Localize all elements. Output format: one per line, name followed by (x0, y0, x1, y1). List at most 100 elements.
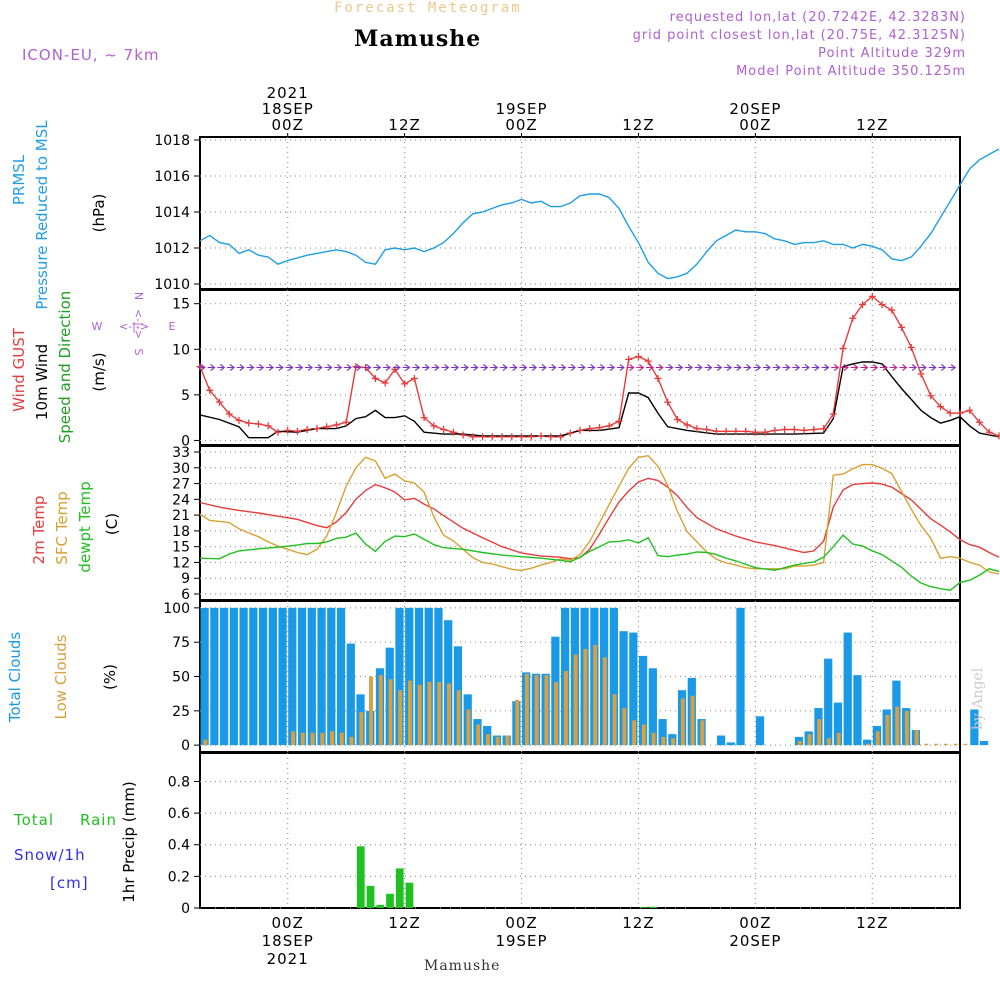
wind-direction-arrow (577, 364, 586, 371)
wind-direction-arrow (285, 364, 294, 371)
wind-direction-arrow (909, 364, 918, 371)
wind-direction-arrow (363, 364, 372, 371)
time-label-bottom: 19SEP (495, 932, 547, 950)
total-cloud-bar (346, 643, 355, 746)
time-label-bottom: 20SEP (729, 932, 781, 950)
gust-marker (995, 432, 1000, 440)
low-cloud-bar (291, 731, 296, 746)
gust-marker (625, 355, 633, 363)
time-label-bottom: 18SEP (262, 932, 314, 950)
gust-marker (225, 410, 233, 418)
low-cloud-bar (476, 724, 481, 746)
total-cloud-bar (414, 607, 424, 746)
total-cloud-bar (444, 620, 453, 746)
total-cloud-bar (863, 739, 872, 746)
supertitle: Forecast Meteogram (334, 0, 522, 16)
wind-direction-arrow (509, 364, 518, 371)
wind-direction-arrow (879, 364, 888, 371)
low-cloud-bar (417, 684, 422, 746)
wind-direction-arrow (529, 364, 538, 371)
compass-ns-axis: <-|-> (132, 309, 145, 339)
low-cloud-bar (485, 734, 490, 746)
gust-marker (196, 363, 204, 371)
low-cloud-bar (963, 743, 968, 746)
precip-ytick-label: 0.2 (168, 869, 190, 885)
gust-marker (849, 314, 857, 322)
temperature-ytick-label: 24 (172, 492, 190, 508)
gust-marker (703, 426, 711, 433)
total-cloud-bar (239, 607, 248, 746)
low-cloud-bar (602, 657, 607, 746)
pressure-unit: (hPa) (90, 194, 108, 233)
gust-marker (664, 398, 672, 406)
low-cloud-bar (817, 719, 822, 746)
pressure-ytick-label: 1014 (154, 205, 190, 221)
rain-bar (386, 893, 394, 908)
gridpoint-location: grid point closest lon,lat (20.75E, 42.3… (632, 28, 966, 43)
wind-direction-arrow (344, 364, 352, 371)
gust-marker (985, 428, 993, 436)
low-cloud-bar (661, 736, 666, 746)
total-cloud-bar (219, 607, 229, 746)
wind-direction-arrow (792, 364, 801, 371)
wind-direction-arrow (470, 364, 479, 371)
model-altitude: Model Point Altitude 350.125m (736, 64, 966, 79)
wind-direction-arrow (694, 364, 703, 371)
low-cloud-bar (427, 681, 432, 746)
gust-marker (810, 426, 818, 433)
total-cloud-bar (317, 607, 326, 746)
gust-marker (751, 428, 759, 436)
total-cloud-bar (268, 607, 277, 746)
low-cloud-bar (563, 671, 568, 746)
pressure-panel: 1010 1012 1014 1016 1018 (154, 133, 961, 293)
pressure-ytick-label: 1010 (154, 277, 190, 293)
low-cloud-bar (622, 708, 627, 746)
total-cloud-bar (278, 607, 287, 746)
wind-label: 10m Wind (33, 344, 51, 420)
wind-direction-arrow (373, 364, 382, 371)
gust-marker (790, 426, 798, 433)
clouds-ytick-label: 25 (172, 704, 190, 720)
low-cloud-bar (466, 709, 471, 746)
wind-direction-arrow (275, 364, 284, 371)
wind-direction-arrow (421, 364, 430, 371)
temperature-ytick-label: 27 (172, 477, 190, 493)
low-cloud-bar (300, 732, 305, 746)
total-cloud-bar (619, 631, 628, 746)
pressure-ytick-label: 1018 (154, 133, 190, 149)
low-cloud-bar (310, 732, 315, 746)
temperature-series-temp (199, 477, 1000, 560)
wind-direction-arrow (451, 364, 460, 371)
total-cloud-bar (297, 607, 307, 746)
time-label-top: 19SEP (495, 100, 547, 118)
gust-marker (440, 426, 448, 433)
low-cloud-bar (515, 699, 520, 746)
wind-direction-arrow (217, 364, 226, 371)
total-cloud-bar (716, 735, 726, 746)
gust-marker (878, 301, 886, 309)
point-altitude: Point Altitude 329m (818, 46, 966, 61)
pressure-label-short: PRMSL (10, 154, 28, 205)
low-cloud-bar (651, 732, 656, 746)
low-cloud-bar (895, 706, 900, 746)
gust-marker (245, 419, 253, 427)
gust-marker (644, 357, 652, 365)
requested-location: requested lon,lat (20.7242E, 42.3283N) (669, 10, 966, 25)
low-cloud-bar (388, 679, 393, 746)
total-cloud-bar (833, 702, 843, 746)
wind-direction-arrow (889, 364, 898, 371)
wind-direction-arrow (850, 364, 859, 371)
temperature-ytick-label: 33 (172, 445, 190, 461)
rain-bar (395, 868, 404, 908)
total-clouds-label: Total Clouds (6, 632, 24, 724)
model-name: ICON-EU, ~ 7km (22, 46, 160, 64)
total-cloud-bar (726, 742, 735, 746)
wind-direction-arrow (733, 364, 742, 371)
gust-marker (274, 428, 282, 436)
gust-marker (722, 427, 730, 435)
wind-direction-arrow (655, 364, 664, 371)
wind-ytick-label: 10 (172, 342, 190, 358)
wind-direction-arrow (246, 364, 255, 371)
